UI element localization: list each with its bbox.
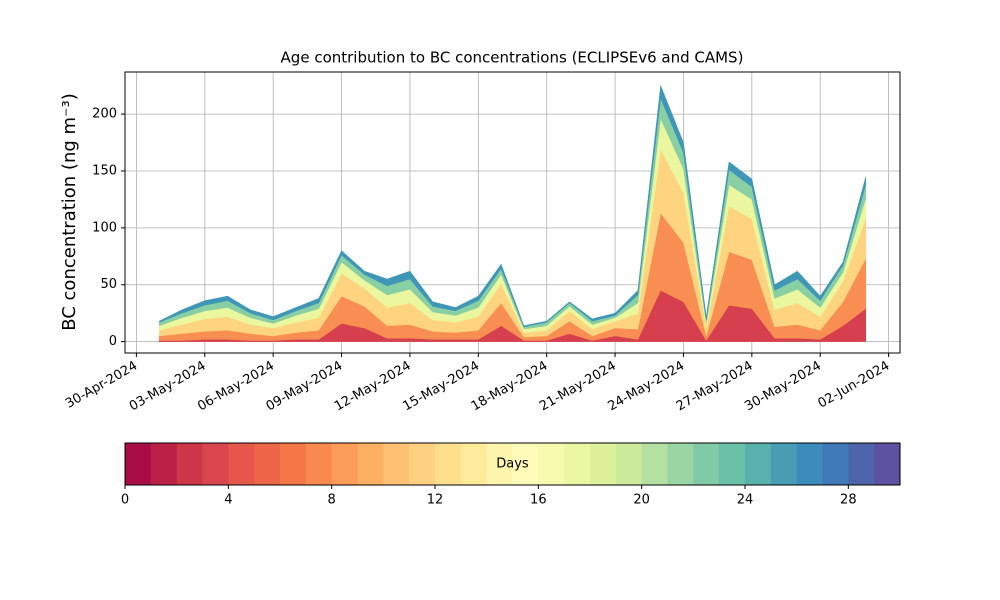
colorbar-cell [150,443,178,485]
colorbar-cell [848,443,875,485]
colorbar-tick-label: 0 [121,493,129,508]
x-tick-label: 09-May-2024 [264,359,346,415]
colorbar-cell [512,443,539,485]
colorbar-cell [874,443,901,485]
colorbar-cell [667,443,694,485]
y-tick-label: 0 [109,334,117,349]
x-tick-label: 06-May-2024 [195,359,277,415]
colorbar-cell [745,443,772,485]
colorbar-cell [641,443,668,485]
y-tick-label: 150 [92,163,117,178]
colorbar-cell [228,443,255,485]
x-tick-label: 18-May-2024 [469,359,551,415]
chart-title: Age contribution to BC concentrations (E… [281,49,744,67]
colorbar-cell [564,443,591,485]
colorbar-tick-label: 24 [737,493,754,508]
colorbar-cell [254,443,281,485]
colorbar-tick-label: 16 [530,493,547,508]
colorbar-cell [331,443,358,485]
colorbar-cell [357,443,384,485]
colorbar-frame [124,442,901,486]
colorbar-label: Days [496,457,529,472]
colorbar-cell [125,443,152,485]
y-tick-label: 200 [92,107,117,122]
x-tick-label: 30-May-2024 [742,359,824,415]
colorbar-cell [383,443,410,485]
colorbar-cell [822,443,849,485]
colorbar-cell [435,443,462,485]
colorbar-tick-label: 12 [427,493,444,508]
y-axis-label: BC concentration (ng m⁻³) [59,93,80,331]
y-tick-label: 50 [100,277,117,292]
x-tick-label: 03-May-2024 [127,359,209,415]
plot-frame [124,71,901,354]
x-tick-label: 12-May-2024 [332,359,414,415]
colorbar-cell [280,443,307,485]
colorbar-cell [538,443,565,485]
x-tick-label: 24-May-2024 [606,359,688,415]
colorbar-cell [202,443,229,485]
colorbar-tick-label: 20 [633,493,650,508]
colorbar-cell [409,443,436,485]
colorbar-cell [615,443,643,485]
area [158,85,867,328]
colorbar-cell [486,443,513,485]
y-tick-label: 100 [92,220,117,235]
colorbar-cell [305,443,333,485]
colorbar-tick-label: 4 [224,493,232,508]
colorbar-cell [176,443,203,485]
colorbar-cell [460,443,488,485]
colorbar-cell [770,443,798,485]
colorbar-cell [693,443,720,485]
colorbar-tick-label: 28 [840,493,857,508]
colorbar-cell [796,443,823,485]
colorbar-cell [719,443,746,485]
x-tick-label: 15-May-2024 [400,359,482,415]
colorbar-cell [590,443,617,485]
x-tick-label: 02-Jun-2024 [816,359,893,412]
x-tick-label: 27-May-2024 [674,359,756,415]
x-tick-label: 21-May-2024 [537,359,619,415]
colorbar-tick-label: 8 [328,493,336,508]
